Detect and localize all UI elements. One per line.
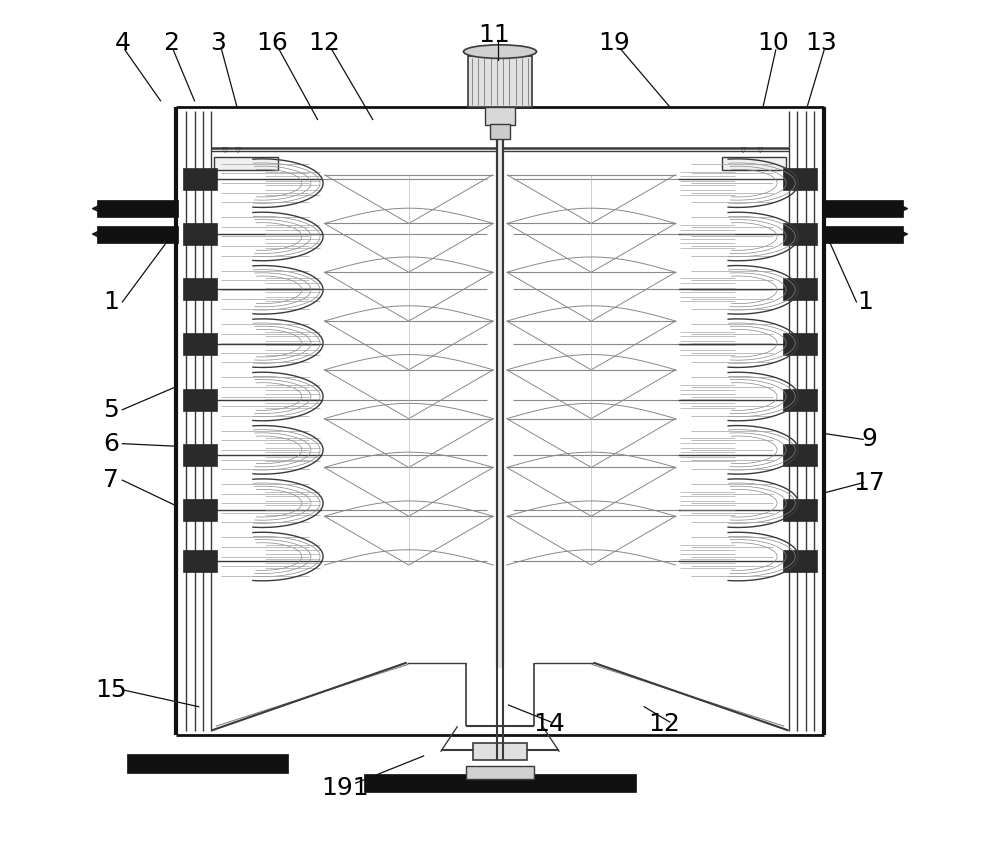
Text: 3: 3	[210, 31, 226, 55]
Bar	[722, 157, 786, 170]
Text: 1: 1	[103, 290, 119, 314]
Text: 2: 2	[163, 31, 179, 55]
Bar	[822, 225, 903, 242]
Bar	[497, 139, 503, 667]
Bar	[490, 124, 510, 139]
Bar	[183, 499, 217, 521]
Bar	[466, 766, 534, 779]
Bar	[822, 200, 903, 217]
Bar	[783, 333, 817, 355]
Bar	[97, 200, 178, 217]
Bar	[783, 167, 817, 190]
Bar	[364, 774, 636, 792]
Bar	[783, 388, 817, 411]
Text: ▽: ▽	[222, 144, 228, 154]
Text: 14: 14	[533, 711, 565, 736]
Text: 191: 191	[322, 776, 369, 800]
Text: 19: 19	[599, 31, 630, 55]
Bar	[183, 278, 217, 300]
Text: 5: 5	[103, 398, 119, 422]
Bar	[468, 56, 532, 107]
Bar	[783, 223, 817, 245]
Bar	[783, 444, 817, 466]
Bar	[183, 167, 217, 190]
Bar	[783, 499, 817, 521]
Text: ▽: ▽	[740, 144, 747, 154]
Text: 10: 10	[757, 31, 789, 55]
Text: 16: 16	[257, 31, 289, 55]
Bar	[783, 278, 817, 300]
Text: 12: 12	[648, 711, 680, 736]
Bar	[183, 333, 217, 355]
Bar	[485, 107, 515, 126]
Text: 12: 12	[308, 31, 340, 55]
Text: 7: 7	[103, 468, 119, 492]
Text: 6: 6	[103, 432, 119, 456]
Bar	[183, 444, 217, 466]
Text: 17: 17	[853, 471, 885, 495]
Text: 15: 15	[96, 677, 127, 702]
Text: 4: 4	[114, 31, 130, 55]
Bar	[127, 754, 288, 773]
Text: ▽: ▽	[757, 144, 764, 154]
Text: ▽: ▽	[235, 144, 241, 154]
Text: 9: 9	[861, 428, 877, 451]
Text: 1: 1	[857, 290, 873, 314]
Text: 11: 11	[478, 23, 510, 47]
Bar	[97, 225, 178, 242]
Ellipse shape	[464, 45, 536, 59]
Bar	[783, 550, 817, 572]
Text: 13: 13	[805, 31, 837, 55]
Bar	[214, 157, 278, 170]
Bar	[473, 743, 527, 760]
Bar	[183, 550, 217, 572]
Bar	[183, 388, 217, 411]
Bar	[183, 223, 217, 245]
